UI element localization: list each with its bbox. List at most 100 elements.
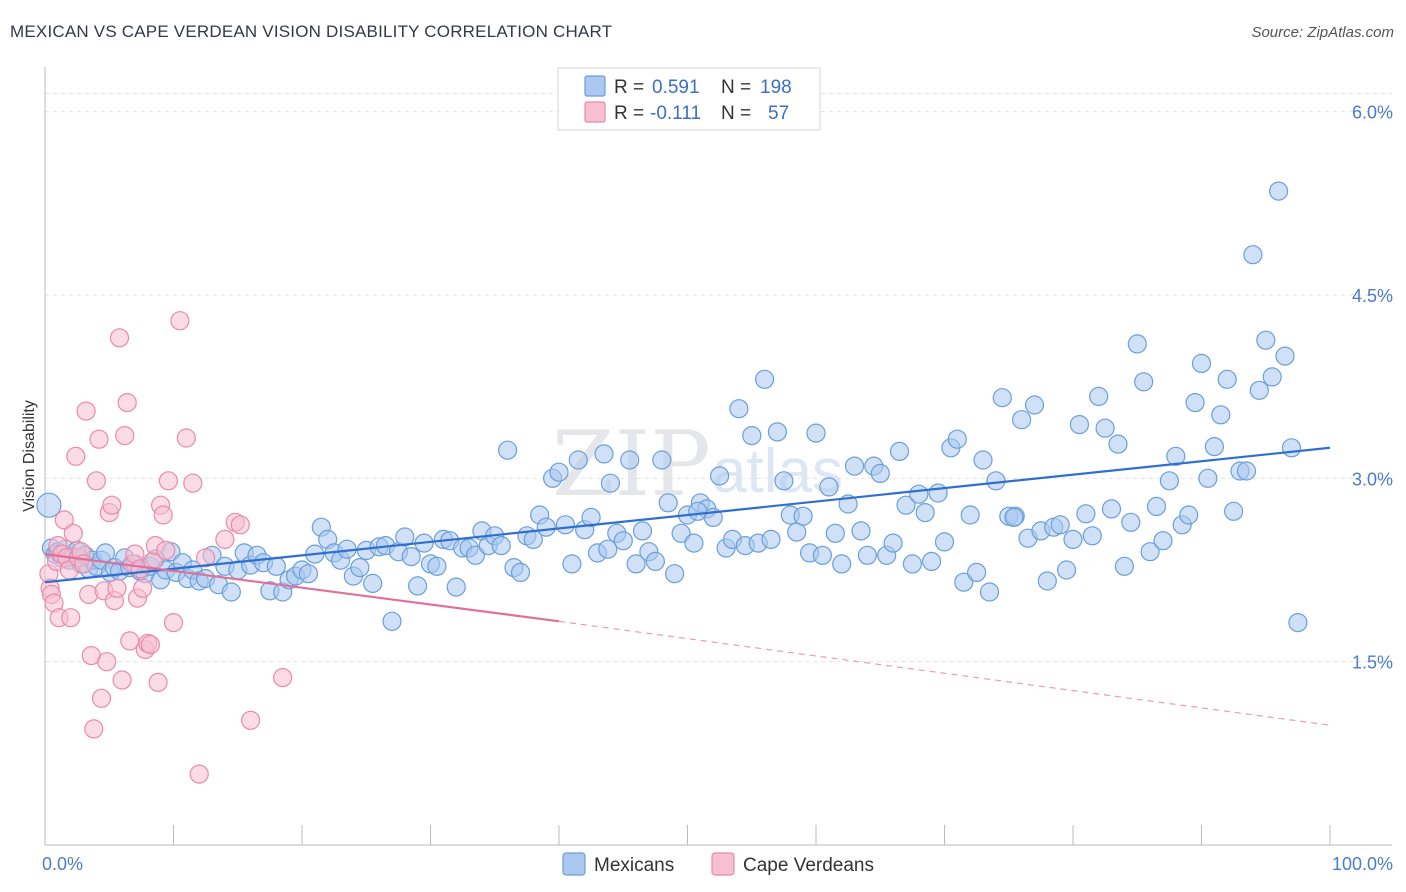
mexican-point-142 — [889, 441, 910, 461]
cape-verdean-point-50 — [163, 612, 184, 633]
y-tick-label-0: 1.5% — [1352, 653, 1393, 673]
mexican-point-167 — [1050, 515, 1070, 535]
cape-verdean-trend-line — [44, 553, 560, 623]
mexican-point-96 — [594, 444, 614, 464]
mexican-point-200 — [1262, 367, 1282, 387]
cape-verdean-point-51 — [170, 311, 190, 331]
mexican-point-122 — [761, 529, 781, 550]
cape-verdean-point-58 — [230, 515, 250, 535]
mexican-point-104 — [645, 551, 666, 572]
mexican-point-67 — [408, 576, 428, 596]
mexican-point-184 — [1159, 471, 1180, 491]
y-tick-label-1: 3.0% — [1352, 469, 1393, 489]
mexican-point-144 — [902, 554, 923, 574]
legend-n-value-cape-verdeans: 57 — [768, 103, 789, 124]
x-tick-label-1: 100.0% — [1332, 854, 1393, 874]
mexican-point-141 — [883, 533, 903, 553]
mexican-point-45 — [266, 556, 286, 576]
mexican-point-58 — [350, 557, 370, 578]
mexican-point-192 — [1211, 405, 1231, 425]
mexican-point-175 — [1101, 499, 1122, 519]
mexican-point-179 — [1127, 334, 1147, 354]
mexican-point-199 — [1256, 330, 1276, 350]
cape-verdean-point-47 — [153, 505, 173, 525]
mexican-point-117 — [729, 399, 749, 419]
mexican-point-87 — [536, 517, 556, 537]
mexican-point-129 — [806, 423, 826, 443]
legend-n-value-mexicans: 198 — [760, 77, 792, 98]
cape-verdean-point-30 — [109, 328, 130, 348]
mexican-point-90 — [555, 515, 576, 535]
mexican-point-196 — [1236, 461, 1257, 481]
mexican-point-165 — [1037, 571, 1057, 591]
mexican-point-197 — [1243, 245, 1263, 265]
y-tick-label-3: 6.0% — [1352, 103, 1393, 123]
mexican-point-205 — [598, 539, 618, 559]
legend-swatch-cape-verdeans — [584, 101, 606, 123]
mexican-point-146 — [915, 502, 935, 523]
mexican-point-121 — [754, 369, 775, 389]
cape-verdean-point-8 — [54, 510, 74, 530]
mexican-point-130 — [812, 545, 833, 565]
axes — [44, 67, 1392, 846]
mexican-point-38 — [221, 582, 241, 602]
legend-r-value-mexicans: 0.591 — [652, 77, 700, 98]
mexican-point-171 — [1076, 504, 1096, 524]
mexican-point-106 — [658, 493, 678, 513]
mexican-point-83 — [510, 562, 531, 583]
mexican-point-183 — [1153, 531, 1173, 551]
mexican-point-157 — [986, 471, 1006, 491]
mexican-point-155 — [973, 450, 993, 470]
cape-verdean-point-60 — [273, 667, 293, 688]
mexican-point-101 — [626, 554, 646, 574]
cape-verdean-point-56 — [215, 529, 235, 550]
mexican-point-182 — [1146, 496, 1167, 516]
mexican-point-202 — [1275, 346, 1295, 366]
mexican-point-97 — [600, 473, 621, 493]
cape-verdean-point-59 — [241, 710, 261, 730]
mexican-point-132 — [825, 523, 845, 543]
mexican-point-193 — [1217, 369, 1237, 389]
cape-verdean-point-54 — [189, 764, 209, 784]
gridlines — [45, 92, 1392, 663]
mexican-point-63 — [382, 611, 402, 631]
source-credit: Source: ZipAtlas.com — [1251, 24, 1394, 41]
mexican-point-189 — [1191, 353, 1212, 373]
watermark-atlas: atlas — [712, 437, 843, 506]
cape-verdean-point-52 — [176, 428, 196, 448]
mexican-point-190 — [1198, 468, 1218, 488]
mexican-point-65 — [395, 527, 415, 547]
mexican-point-201 — [1268, 181, 1289, 201]
chart-title: MEXICAN VS CAPE VERDEAN VISION DISABILIT… — [10, 22, 613, 41]
mexican-point-123 — [767, 422, 788, 442]
y-axis-label: Vision Disability — [21, 400, 38, 512]
mexican-point-126 — [787, 522, 807, 542]
mexican-point-173 — [1089, 386, 1109, 406]
cape-verdean-point-23 — [91, 688, 112, 708]
cape-verdean-point-22 — [89, 429, 109, 449]
mexican-point-151 — [947, 429, 967, 449]
cape-verdean-point-42 — [140, 634, 160, 655]
mexican-point-102 — [632, 521, 653, 541]
mexican-point-135 — [844, 456, 865, 476]
mexican-point-60 — [363, 573, 383, 594]
mexican-point-0 — [36, 492, 62, 518]
mexican-point-99 — [613, 531, 633, 551]
mexican-point-172 — [1082, 526, 1102, 546]
mexican-point-178 — [1121, 512, 1141, 532]
cape-verdean-point-27 — [102, 495, 122, 515]
mexican-point-92 — [568, 450, 588, 470]
cape-verdean-point-11 — [61, 608, 81, 628]
y-tick-label-2: 4.5% — [1352, 286, 1393, 306]
mexican-point-70 — [427, 556, 447, 576]
mexican-point-154 — [966, 562, 987, 583]
mexican-point-94 — [581, 507, 601, 528]
mexican-point-133 — [832, 554, 852, 574]
legend-r-label-cape-verdeans: R = — [614, 103, 644, 124]
cape-verdean-point-31 — [112, 670, 132, 690]
mexican-point-177 — [1114, 556, 1135, 576]
cape-verdean-point-45 — [148, 672, 168, 693]
mexican-point-80 — [491, 535, 511, 556]
series-legend: Mexicans Cape Verdeans — [562, 852, 874, 876]
